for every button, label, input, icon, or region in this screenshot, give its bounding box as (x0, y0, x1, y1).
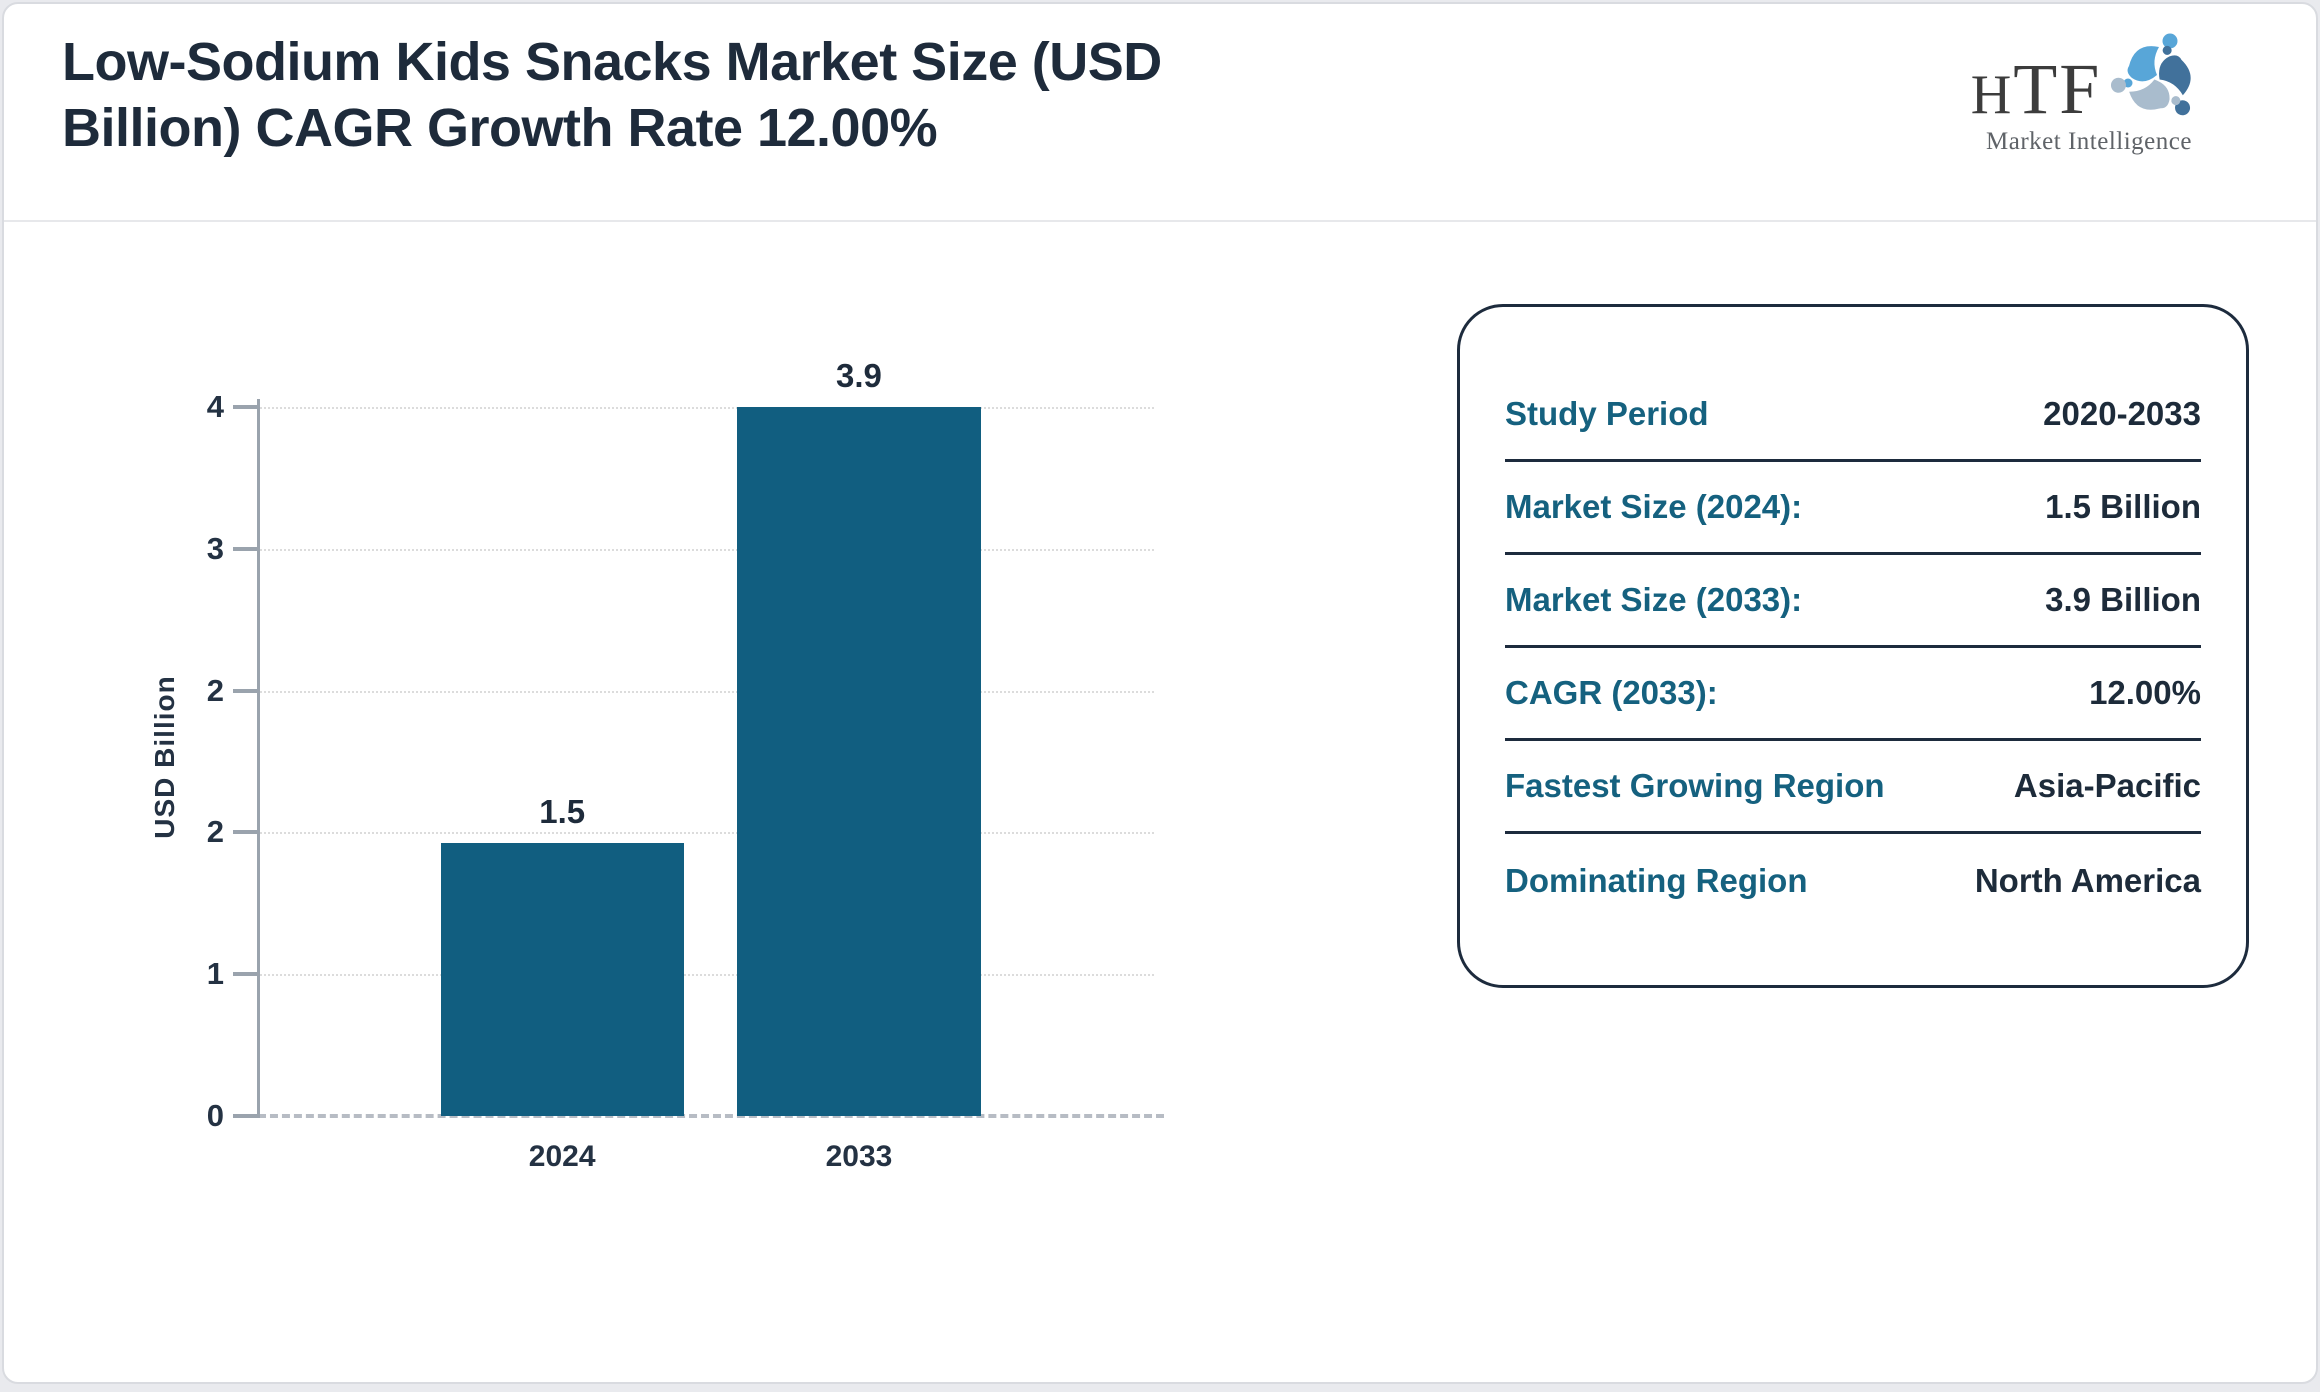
header: Low-Sodium Kids Snacks Market Size (USD … (4, 4, 2316, 222)
y-axis-line (257, 399, 260, 1118)
bar-chart: 4 3 2 2 1 0 USD Billion 1.5 3.9 2024 203… (149, 357, 1164, 1173)
summary-row-fastest-growing-region: Fastest Growing Region Asia-Pacific (1505, 741, 2201, 834)
brand-letters-tf: TF (2013, 49, 2102, 130)
y-tick-label: 4 (206, 389, 224, 424)
summary-row-market-size-2033: Market Size (2033): 3.9 Billion (1505, 555, 2201, 648)
summary-panel: Study Period 2020-2033 Market Size (2024… (1457, 304, 2249, 988)
gridline (260, 832, 1154, 835)
y-tick-label: 3 (206, 530, 224, 566)
people-swirl-icon (2111, 33, 2191, 116)
summary-row-dominating-region: Dominating Region North America (1505, 834, 2201, 927)
row-label: Dominating Region (1505, 861, 1808, 899)
y-tick (233, 688, 257, 693)
row-label: Market Size (2024): (1505, 488, 1803, 525)
bar-2033: 3.9 (737, 357, 981, 1116)
x-category-label: 2033 (825, 1140, 893, 1173)
row-label: CAGR (2033): (1505, 674, 1718, 711)
x-axis-line (258, 1114, 1164, 1118)
y-tick-label: 0 (206, 1098, 224, 1133)
row-value: 12.00% (2089, 674, 2201, 711)
y-tick (233, 972, 257, 977)
y-tick-label: 2 (206, 814, 224, 850)
gridline (260, 690, 1154, 693)
y-tick-label: 1 (206, 956, 224, 992)
summary-row-study-period: Study Period 2020-2033 (1505, 369, 2201, 462)
gridline (260, 407, 1154, 409)
summary-row-market-size-2024: Market Size (2024): 1.5 Billion (1505, 462, 2201, 555)
brand-tagline: Market Intelligence (1986, 128, 2192, 155)
gridline (260, 548, 1154, 551)
plot-area: 4 3 2 2 1 0 USD Billion 1.5 3.9 2024 203… (149, 357, 1164, 1173)
row-label: Market Size (2033): (1505, 581, 1803, 618)
row-value: Asia-Pacific (2013, 767, 2201, 804)
brand-logo-row: HTF (1924, 28, 2254, 125)
row-label: Study Period (1505, 395, 1709, 432)
page-title: Low-Sodium Kids Snacks Market Size (USD … (62, 32, 1162, 158)
row-value: 2020-2033 (2043, 395, 2201, 432)
bar-value-label: 1.5 (539, 793, 586, 831)
x-category-label: 2024 (528, 1140, 596, 1173)
gridline (260, 974, 1154, 977)
bar-value-label: 3.9 (836, 357, 882, 394)
y-tick (233, 546, 257, 551)
y-axis-title: USD Billion (149, 675, 180, 839)
row-value: 1.5 Billion (2045, 488, 2201, 525)
brand-letter-h: H (1970, 64, 2014, 127)
y-tick (233, 405, 257, 409)
brand-logo: HTF (1924, 28, 2254, 156)
y-tick (233, 830, 257, 835)
y-tick-label: 2 (206, 672, 224, 708)
row-value: North America (1974, 861, 2201, 899)
y-tick (233, 1114, 257, 1118)
row-label: Fastest Growing Region (1505, 767, 1885, 804)
brand-wordmark: HTF (1971, 53, 2102, 125)
summary-row-cagr: CAGR (2033): 12.00% (1505, 648, 2201, 741)
bar-2024: 1.5 (440, 793, 684, 1116)
row-value: 3.9 Billion (2045, 581, 2201, 618)
